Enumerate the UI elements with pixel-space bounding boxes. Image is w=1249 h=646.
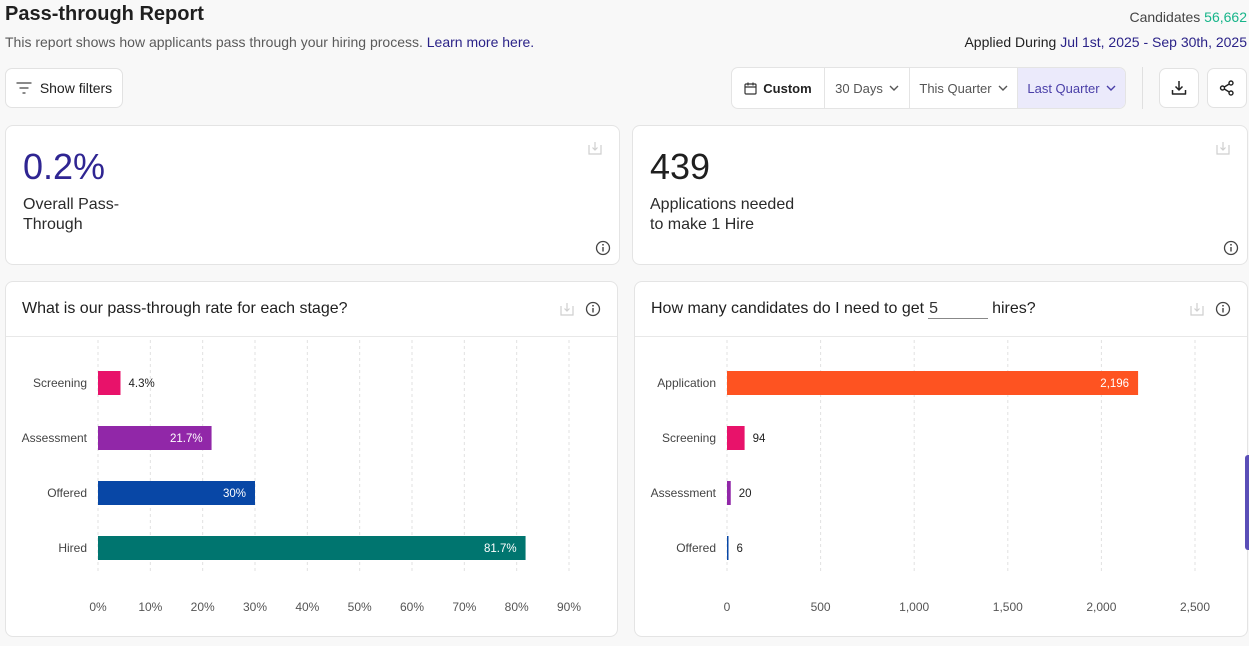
learn-more-link[interactable]: Learn more here. [426, 34, 535, 50]
candidates-count: 56,662 [1204, 9, 1247, 25]
applied-label: Applied During [964, 34, 1057, 50]
candidates-needed-chart-card: How many candidates do I need to get hir… [634, 281, 1248, 637]
chevron-down-icon [1106, 85, 1116, 91]
x-tick-label: 60% [400, 600, 424, 614]
x-tick-label: 90% [557, 600, 581, 614]
download-button[interactable] [1159, 68, 1199, 108]
kpi-label: Overall Pass-Through [23, 196, 120, 233]
info-icon[interactable] [1223, 240, 1239, 256]
kpi-value: 0.2% [23, 146, 106, 187]
chart-title: What is our pass-through rate for each s… [22, 300, 348, 318]
download-icon[interactable] [1189, 301, 1205, 317]
chart-title: How many candidates do I need to get hir… [651, 300, 1036, 319]
show-filters-label: Show filters [39, 80, 113, 96]
date-option-label: 30 Days [835, 80, 883, 96]
page-title: Pass-through Report [5, 3, 204, 25]
bar[interactable] [98, 536, 526, 560]
bar[interactable] [98, 371, 121, 395]
share-button[interactable] [1207, 68, 1247, 108]
pass-through-rate-chart-card: What is our pass-through rate for each s… [5, 281, 618, 637]
value-label: 21.7% [170, 433, 203, 445]
value-label: 81.7% [484, 543, 517, 555]
date-option-label: Custom [763, 80, 812, 96]
x-tick-label: 40% [295, 600, 319, 614]
category-label: Assessment [22, 431, 88, 445]
x-tick-label: 50% [348, 600, 372, 614]
kpi-card-overall-pass-through: 0.2% Overall Pass-Through [5, 125, 620, 265]
bar[interactable] [98, 481, 255, 505]
category-label: Screening [662, 431, 716, 445]
bar[interactable] [727, 481, 731, 505]
x-tick-label: 2,000 [1086, 600, 1116, 614]
x-tick-label: 0 [724, 600, 731, 614]
chevron-down-icon [889, 85, 899, 91]
info-icon[interactable] [585, 301, 601, 317]
value-label: 30% [223, 488, 246, 500]
candidates-label: Candidates [1129, 9, 1201, 25]
category-label: Application [657, 376, 716, 390]
value-label: 94 [753, 433, 766, 445]
category-label: Screening [33, 376, 87, 390]
chart-header: How many candidates do I need to get hir… [635, 282, 1247, 337]
description-text: This report shows how applicants pass th… [5, 34, 423, 50]
bar[interactable] [727, 536, 729, 560]
kpi-value: 439 [650, 146, 711, 187]
download-icon [1171, 81, 1187, 95]
bar[interactable] [98, 426, 212, 450]
hires-count-input[interactable] [928, 300, 989, 319]
x-tick-label: 70% [452, 600, 476, 614]
bar[interactable] [727, 371, 1139, 395]
bar[interactable] [727, 426, 745, 450]
x-tick-label: 500 [811, 600, 831, 614]
x-tick-label: 1,000 [899, 600, 929, 614]
side-feedback-tab[interactable] [1245, 455, 1249, 550]
x-tick-label: 80% [505, 600, 529, 614]
x-tick-label: 10% [138, 600, 162, 614]
date-option-label: This Quarter [919, 80, 992, 96]
value-label: 4.3% [129, 378, 155, 390]
category-label: Offered [47, 486, 87, 500]
share-icon [1219, 80, 1234, 96]
download-icon[interactable] [1215, 140, 1231, 156]
date-option-30-days[interactable]: 30 Days [825, 68, 910, 108]
pass-through-rate-chart: 0% 10% 20% 30% 40% 50% 60% 70% 80% 90% Screening 4.… [22, 340, 581, 614]
value-label: 6 [737, 543, 743, 555]
applied-range: Jul 1st, 2025 - Sep 30th, 2025 [1060, 34, 1247, 50]
info-icon[interactable] [1215, 301, 1231, 317]
chart-title-suffix: hires? [992, 300, 1036, 317]
x-tick-label: 2,500 [1180, 600, 1210, 614]
date-range-selector: Custom 30 Days This Quarter Last Quarter [731, 67, 1126, 109]
date-option-last-quarter[interactable]: Last Quarter [1018, 68, 1125, 108]
chart-title-prefix: How many candidates do I need to get [651, 300, 925, 317]
category-label: Hired [58, 541, 87, 555]
x-tick-label: 20% [191, 600, 215, 614]
report-meta: Candidates 56,662 Applied During Jul 1st… [964, 9, 1247, 50]
x-tick-label: 1,500 [993, 600, 1023, 614]
x-tick-label: 30% [243, 600, 267, 614]
kpi-card-applications-per-hire: 439 Applications needed to make 1 Hire [632, 125, 1248, 265]
candidates-needed-chart: 0 500 1,000 1,500 2,000 2,500 Application 2,196… [651, 340, 1210, 614]
category-label: Assessment [651, 486, 717, 500]
category-label: Offered [676, 541, 716, 555]
x-tick-label: 0% [89, 600, 107, 614]
chart-header: What is our pass-through rate for each s… [6, 282, 617, 337]
chevron-down-icon [998, 85, 1008, 91]
download-icon[interactable] [559, 301, 575, 317]
show-filters-button[interactable]: Show filters [5, 68, 123, 108]
page-description: This report shows how applicants pass th… [5, 34, 534, 50]
calendar-icon [744, 82, 757, 95]
download-icon[interactable] [587, 140, 603, 156]
info-icon[interactable] [595, 240, 611, 256]
filter-icon [16, 82, 32, 94]
date-option-label: Last Quarter [1027, 80, 1100, 96]
value-label: 2,196 [1100, 378, 1129, 390]
chart-title-text: What is our pass-through rate for each s… [22, 300, 348, 317]
toolbar-divider [1142, 67, 1143, 109]
kpi-label: Applications needed to make 1 Hire [650, 196, 795, 233]
date-option-custom[interactable]: Custom [732, 68, 825, 108]
value-label: 20 [739, 488, 752, 500]
date-option-this-quarter[interactable]: This Quarter [910, 68, 1018, 108]
